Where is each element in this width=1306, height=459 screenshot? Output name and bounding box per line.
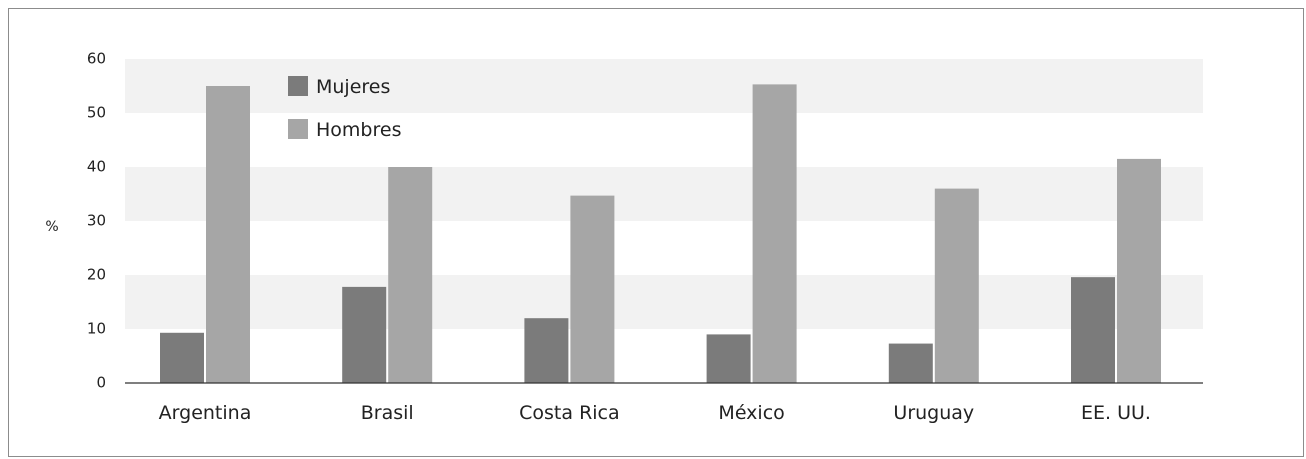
legend-swatch <box>288 119 308 139</box>
y-axis-label: % <box>45 219 58 235</box>
x-tick-label: Brasil <box>361 402 414 424</box>
bar-mujeres <box>888 343 933 383</box>
bar-hombres <box>388 167 433 383</box>
y-tick-label: 50 <box>87 104 106 122</box>
bar-mujeres <box>706 334 751 383</box>
bar-hombres <box>206 86 250 383</box>
grid-band <box>125 167 1203 221</box>
bar-hombres <box>752 84 797 383</box>
x-tick-label: Argentina <box>159 402 252 424</box>
x-tick-label: Uruguay <box>893 402 974 424</box>
bar-mujeres <box>342 286 387 383</box>
bar-hombres <box>934 188 979 383</box>
y-tick-label: 0 <box>96 374 106 392</box>
y-tick-label: 10 <box>87 320 106 338</box>
bar-mujeres <box>160 332 204 383</box>
bar-mujeres <box>524 318 569 383</box>
bar-hombres <box>1117 158 1161 383</box>
legend-label: Mujeres <box>316 76 390 98</box>
grid-band <box>125 59 1203 113</box>
y-tick-label: 20 <box>87 266 106 284</box>
grid-band <box>125 275 1203 329</box>
grid-bands <box>125 59 1203 329</box>
bar-mujeres <box>1071 277 1115 383</box>
x-tick-label: EE. UU. <box>1081 402 1151 424</box>
y-tick-label: 60 <box>87 50 106 68</box>
x-tick-label: México <box>718 402 784 424</box>
y-tick-labels: 0 10 20 30 40 50 60 <box>87 50 106 392</box>
legend: Mujeres Hombres <box>288 76 401 141</box>
legend-swatch <box>288 76 308 96</box>
x-tick-labels: Argentina Brasil Costa Rica México Uruguay EE… <box>159 402 1151 424</box>
bars <box>160 84 1161 383</box>
bar-hombres <box>570 195 615 383</box>
legend-label: Hombres <box>316 119 401 141</box>
y-tick-label: 30 <box>87 212 106 230</box>
y-tick-label: 40 <box>87 158 106 176</box>
x-tick-label: Costa Rica <box>519 402 620 424</box>
